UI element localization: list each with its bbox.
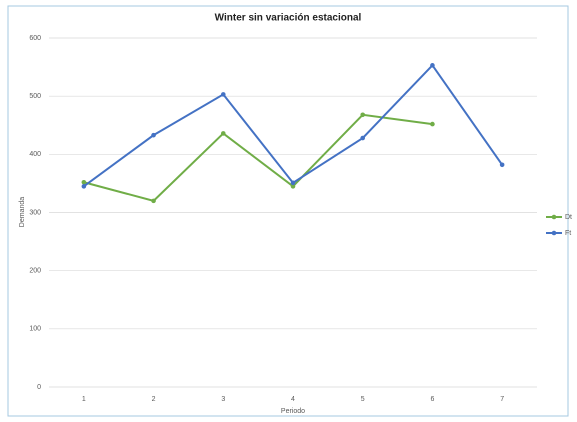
data-point [290, 180, 296, 186]
legend-label: Ft [565, 230, 571, 237]
x-tick-label: 2 [152, 396, 156, 403]
x-tick-label: 6 [430, 396, 434, 403]
data-point [151, 132, 156, 138]
y-tick-label: 400 [29, 151, 41, 158]
x-tick-label: 4 [291, 396, 295, 403]
legend-label: Dt [565, 214, 572, 221]
data-point [360, 135, 366, 141]
data-point [81, 184, 87, 189]
series-line [83, 113, 433, 202]
legend-marker [551, 214, 557, 220]
y-tick-label: 0 [37, 384, 41, 391]
y-tick-label: 300 [29, 209, 41, 216]
data-point [220, 92, 226, 97]
data-point [220, 131, 226, 136]
y-tick-label: 600 [29, 35, 41, 42]
x-tick-label: 1 [82, 396, 86, 403]
data-point [430, 63, 435, 68]
x-tick-label: 5 [361, 396, 365, 403]
chart-title: Winter sin variación estacional [215, 13, 362, 24]
data-point [151, 198, 156, 204]
y-axis-label: Demanda [19, 197, 26, 227]
x-tick-label: 7 [500, 396, 504, 403]
data-point [430, 121, 435, 127]
y-tick-label: 100 [29, 326, 41, 333]
x-tick-label: 3 [221, 396, 225, 403]
y-tick-label: 500 [29, 93, 41, 100]
legend-marker [551, 230, 557, 236]
y-tick-label: 200 [29, 268, 41, 275]
data-point [290, 184, 296, 189]
data-point [81, 179, 87, 185]
x-axis-label: Periodo [281, 408, 305, 415]
data-point [360, 112, 366, 118]
chart-frame [7, 5, 569, 417]
data-point [499, 162, 505, 168]
